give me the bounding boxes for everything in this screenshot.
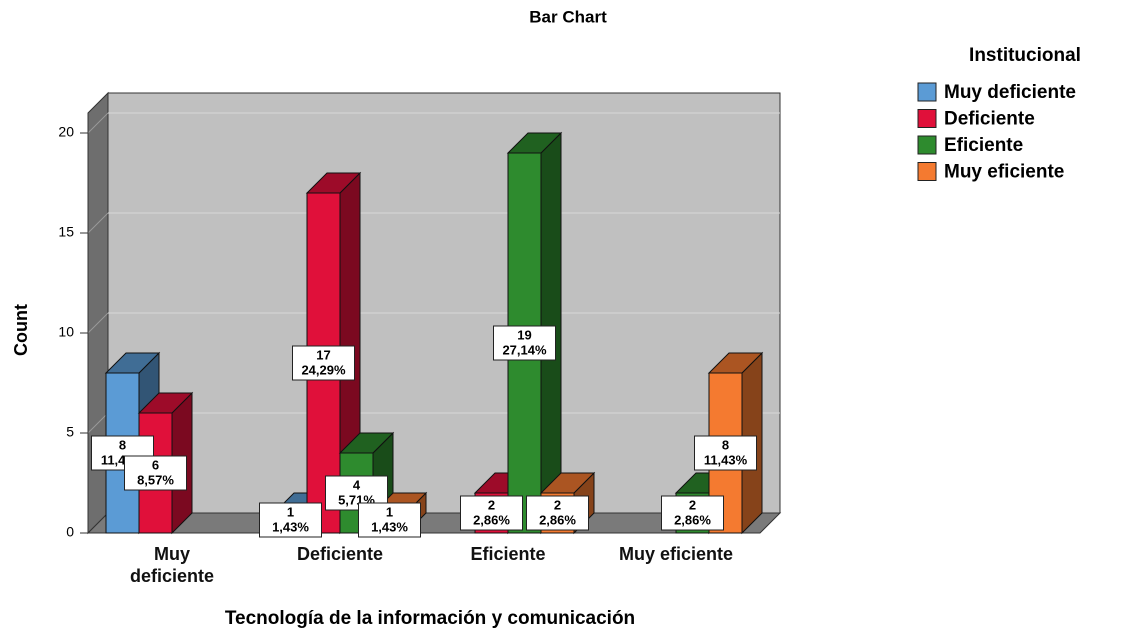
- data-label: 11,43%: [259, 502, 322, 538]
- legend-swatch: [917, 162, 937, 181]
- y-axis-label: Count: [11, 304, 31, 356]
- data-label-count: 8: [119, 437, 126, 452]
- grid-line: [87, 312, 109, 334]
- data-label: 22,86%: [460, 495, 523, 531]
- data-label-count: 6: [152, 457, 159, 472]
- x-axis-label: Tecnología de la información y comunicac…: [225, 608, 635, 629]
- data-label-box: [292, 345, 355, 381]
- legend-label: Eficiente: [944, 135, 1023, 156]
- data-label-percent: 1,43%: [371, 519, 408, 534]
- data-label-count: 2: [488, 497, 495, 512]
- data-label-count: 2: [554, 497, 561, 512]
- data-label: 68,57%: [124, 455, 187, 491]
- legend-swatch: [917, 135, 937, 155]
- data-label-count: 2: [689, 497, 696, 512]
- data-label-percent: 2,86%: [473, 512, 510, 527]
- legend-swatch: [917, 82, 937, 102]
- data-label-box: [493, 325, 556, 361]
- y-tick-label: 15: [58, 224, 74, 240]
- data-label: 22,86%: [661, 495, 724, 531]
- data-label-count: 19: [517, 327, 531, 342]
- grid-line: [87, 212, 109, 234]
- data-label: 11,43%: [358, 502, 421, 538]
- y-tick-label: 10: [58, 324, 74, 340]
- data-label-box: [124, 455, 187, 491]
- data-label-count: 17: [316, 347, 330, 362]
- back-wall: [107, 92, 781, 514]
- data-label-percent: 11,43%: [704, 452, 748, 467]
- data-label: 811,43%: [694, 435, 757, 471]
- grid-line: [87, 412, 109, 434]
- legend-label: Muy deficiente: [944, 82, 1076, 103]
- data-label-count: 8: [722, 437, 729, 452]
- legend-label: Deficiente: [944, 109, 1035, 130]
- y-tick-label: 5: [66, 424, 74, 440]
- data-label-box: [694, 435, 757, 471]
- grid-line: [87, 112, 109, 134]
- chart-title: Bar Chart: [529, 7, 607, 26]
- data-label-percent: 24,29%: [301, 362, 346, 377]
- x-tick-label: Deficiente: [296, 544, 384, 564]
- legend-title: Institucional: [969, 45, 1081, 66]
- x-tick-label: Muy eficiente: [618, 544, 734, 564]
- data-label-count: 1: [386, 504, 393, 519]
- data-label-percent: 27,14%: [502, 342, 547, 357]
- data-label-count: 4: [353, 477, 361, 492]
- x-tick-label: Eficiente: [470, 544, 546, 564]
- data-label-box: [259, 502, 322, 538]
- data-label-box: [661, 495, 724, 531]
- data-label: 22,86%: [526, 495, 589, 531]
- legend-label: Muy eficiente: [944, 162, 1064, 183]
- data-label-count: 1: [287, 504, 294, 519]
- data-label-percent: 8,57%: [137, 472, 174, 487]
- y-tick-label: 20: [58, 124, 74, 140]
- data-label-box: [526, 495, 589, 531]
- data-label-percent: 2,86%: [674, 512, 711, 527]
- data-label-box: [460, 495, 523, 531]
- data-label-box: [358, 502, 421, 538]
- data-label-percent: 1,43%: [272, 519, 309, 534]
- data-label-percent: 2,86%: [539, 512, 576, 527]
- x-tick-label: Muy deficiente: [129, 544, 215, 586]
- legend-swatch: [917, 109, 937, 128]
- y-tick-label: 0: [66, 524, 74, 540]
